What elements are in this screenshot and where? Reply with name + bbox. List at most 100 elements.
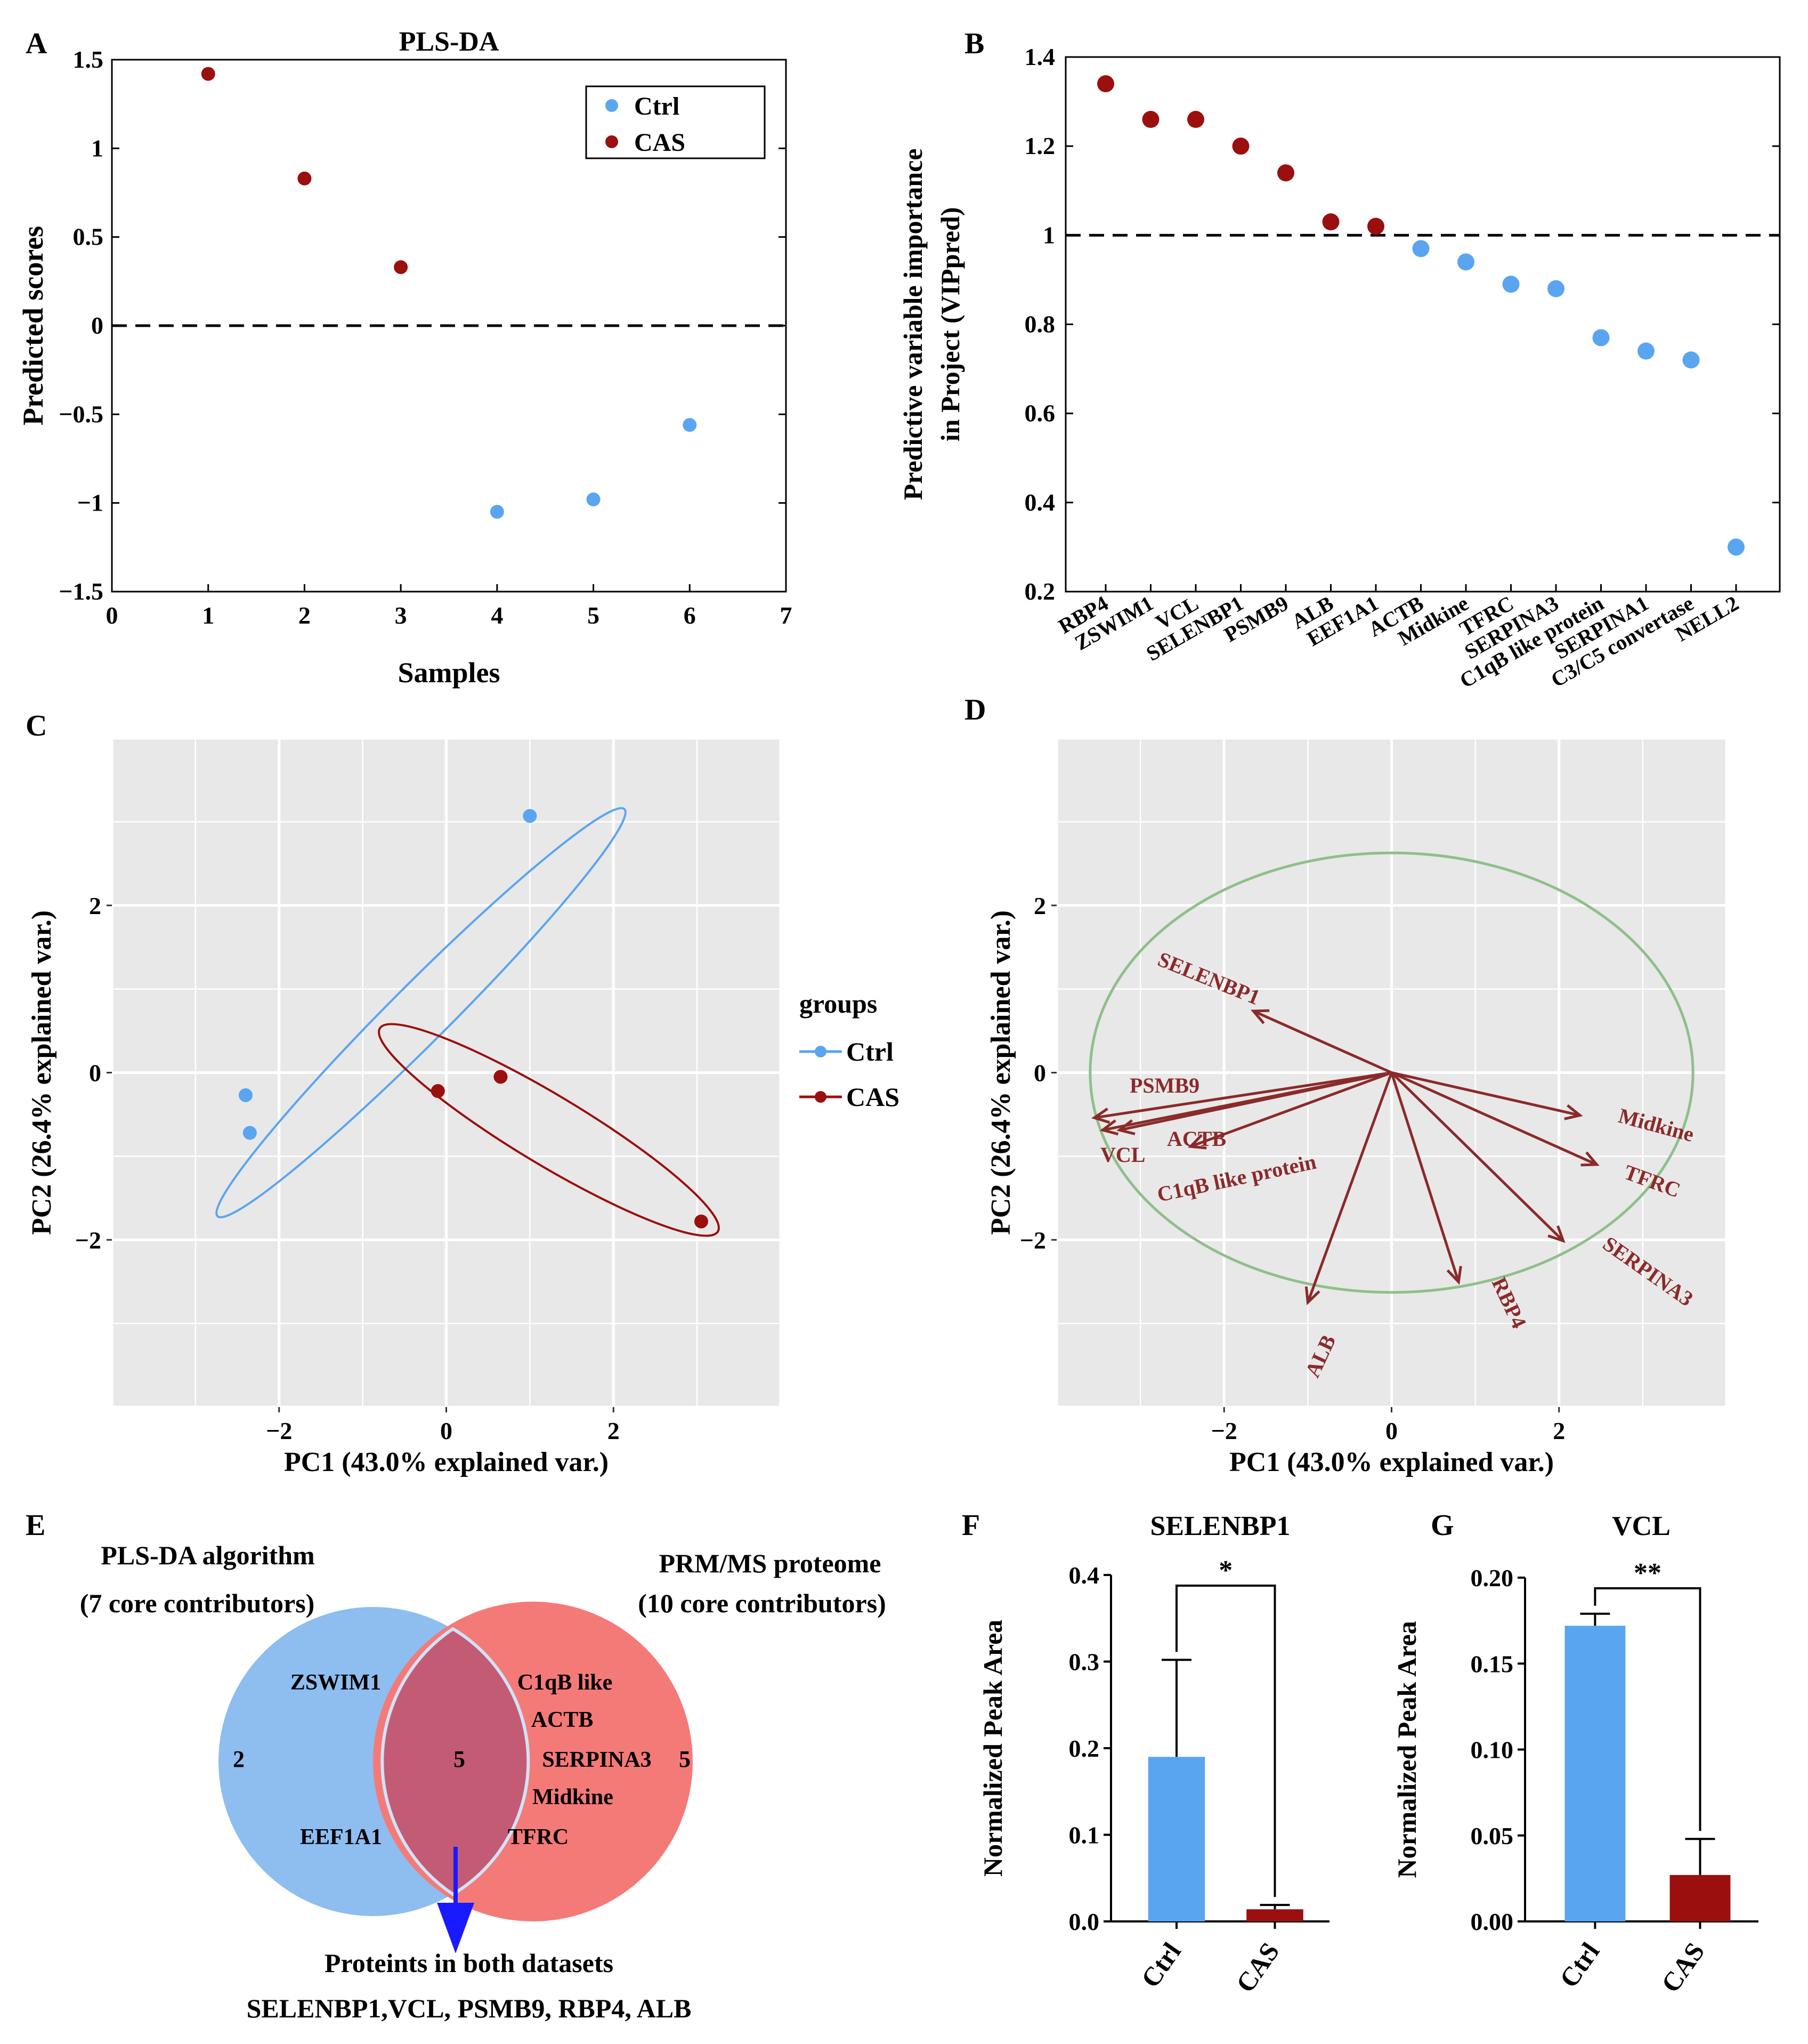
venn-footer-list: SELENBP1,VCL, PSMB9, RBP4, ALB: [247, 1993, 692, 2023]
legend-label: Ctrl: [846, 1037, 894, 1067]
pc-point-cas: [694, 1214, 708, 1229]
loading-arrow: [1094, 1071, 1392, 1119]
loading-arrowhead: [1099, 1119, 1119, 1136]
venn-down-arrowhead: [437, 1903, 474, 1953]
legend-label: CAS: [634, 128, 685, 157]
loading-arrowhead: [1116, 1119, 1136, 1135]
legend-label: Ctrl: [634, 92, 679, 120]
loading-arrow: [1190, 1071, 1392, 1148]
y-tick-label: 0.4: [1069, 1562, 1100, 1589]
pc-point-ctrl: [239, 1088, 253, 1102]
legend-title: groups: [799, 989, 877, 1019]
y-tick-label: 0.6: [1025, 400, 1056, 427]
category-label: CAS: [1230, 1937, 1285, 1998]
vip-point-ctrl: [1502, 276, 1520, 293]
venn-right-item: C1qB like: [517, 1670, 613, 1695]
vip-point-cas: [1232, 138, 1250, 155]
loading-arrowhead: [1091, 1108, 1110, 1124]
venn-left-count: 2: [233, 1746, 245, 1772]
loading-label: VCL: [1100, 1143, 1145, 1167]
y-axis-label: Predictive variable importance: [898, 148, 928, 500]
data-point-ctrl: [683, 418, 697, 432]
vip-point-cas: [1142, 111, 1160, 128]
right-set-subtitle: (10 core contributors): [638, 1588, 886, 1618]
venn-overlap-count: 5: [453, 1746, 465, 1772]
y-tick-label: 0: [91, 312, 103, 339]
bar-ctrl: [1564, 1626, 1626, 1921]
plot-frame: [1065, 56, 1781, 593]
loading-arrow: [1253, 1009, 1392, 1074]
y-tick-label: 0.4: [1025, 489, 1056, 516]
y-tick-label: −2: [75, 1226, 101, 1254]
pc-point-ctrl: [242, 1126, 257, 1140]
y-tick-label: −2: [1020, 1226, 1046, 1254]
y-tick-label: 1.5: [73, 46, 104, 73]
panel-letter-g: G: [1431, 1509, 1454, 1542]
panel-letter-a: A: [26, 27, 47, 60]
data-point-ctrl: [586, 492, 601, 507]
y-tick-label: 0.0: [1069, 1908, 1100, 1935]
loading-arrowhead: [1304, 1286, 1320, 1306]
y-tick-label: −1.5: [59, 578, 103, 605]
y-tick-label: 1.4: [1025, 43, 1056, 70]
y-tick-label: 0.10: [1471, 1736, 1514, 1764]
panel-f-selenbp1-bars: SELENBP1 0.0 0.1 0.2 0.3 0.4 Normalized Peak A…: [978, 1511, 1329, 1998]
x-tick-label: 2: [298, 602, 311, 629]
category-label: CAS: [1655, 1937, 1710, 1998]
venn-right-item: SERPINA3: [542, 1748, 651, 1772]
chart-title: PLS-DA: [399, 27, 499, 57]
significance-bracket: [1594, 1587, 1701, 1831]
venn-right-item: TFRC: [508, 1825, 569, 1849]
legend-label: CAS: [846, 1082, 899, 1112]
x-tick-label: −2: [266, 1417, 292, 1444]
chart-title: VCL: [1612, 1511, 1671, 1541]
legend-marker-ctrl: [605, 99, 618, 112]
y-tick-label: 1: [91, 134, 103, 161]
venn-right-count: 5: [679, 1746, 691, 1772]
venn-footer-title: Proteints in both datasets: [325, 1948, 613, 1978]
data-point-cas: [394, 260, 408, 274]
vip-point-cas: [1187, 111, 1204, 128]
panel-letter-c: C: [26, 709, 47, 742]
correlation-circle: [1089, 851, 1695, 1294]
x-tick-label: 5: [587, 602, 599, 629]
y-axis-label: Normalized Peak Area: [1392, 1621, 1422, 1878]
y-tick-label: 0.5: [73, 223, 104, 251]
x-tick-label: 0: [106, 602, 118, 629]
loading-arrow: [1390, 1071, 1564, 1242]
y-tick-label: 1: [1043, 221, 1055, 248]
loading-arrow: [1391, 1071, 1580, 1117]
x-tick-label: 7: [780, 602, 792, 629]
y-tick-label: 0.20: [1471, 1564, 1514, 1591]
pc-point-cas: [431, 1084, 445, 1098]
panel-letter-f: F: [962, 1509, 980, 1542]
legend-marker-cas: [605, 135, 618, 148]
loading-arrowhead: [1547, 1225, 1566, 1243]
pc-point-cas: [493, 1070, 508, 1084]
venn-right-item: Midkine: [532, 1785, 613, 1809]
bar-cas: [1246, 1909, 1303, 1921]
panel-e-venn: PLS-DA algorithm (7 core contributors) PRM…: [80, 1540, 886, 2023]
panel-letter-e: E: [26, 1509, 45, 1542]
venn-left-item: EEF1A1: [300, 1825, 382, 1849]
y-tick-label: 0.05: [1471, 1822, 1514, 1849]
y-tick-label: 0: [89, 1060, 101, 1087]
vip-point-cas: [1322, 213, 1340, 231]
vip-point-ctrl: [1682, 351, 1700, 369]
y-tick-label: −1: [77, 489, 103, 516]
data-point-ctrl: [490, 505, 504, 519]
loading-arrowhead: [1250, 1009, 1270, 1024]
panel-a-plsda-scores: −1.5 −1 −0.5 0 0.5 1 1.5 0 1 2 3 4 5 6 7 PLS-DA Samples P…: [17, 27, 792, 689]
vip-point-ctrl: [1412, 240, 1430, 257]
vip-point-ctrl: [1547, 280, 1564, 297]
venn-right-item: ACTB: [531, 1708, 594, 1732]
significance-marker: *: [1219, 1555, 1233, 1586]
left-set-title: PLS-DA algorithm: [101, 1540, 314, 1570]
data-point-cas: [297, 171, 312, 185]
x-tick-label: 4: [491, 602, 503, 629]
category-label: Ctrl: [1135, 1937, 1187, 1993]
panel-letter-b: B: [964, 27, 984, 60]
loading-label: PSMB9: [1130, 1073, 1199, 1097]
y-tick-label: 2: [1034, 892, 1046, 919]
y-axis-label: Normalized Peak Area: [978, 1620, 1008, 1877]
